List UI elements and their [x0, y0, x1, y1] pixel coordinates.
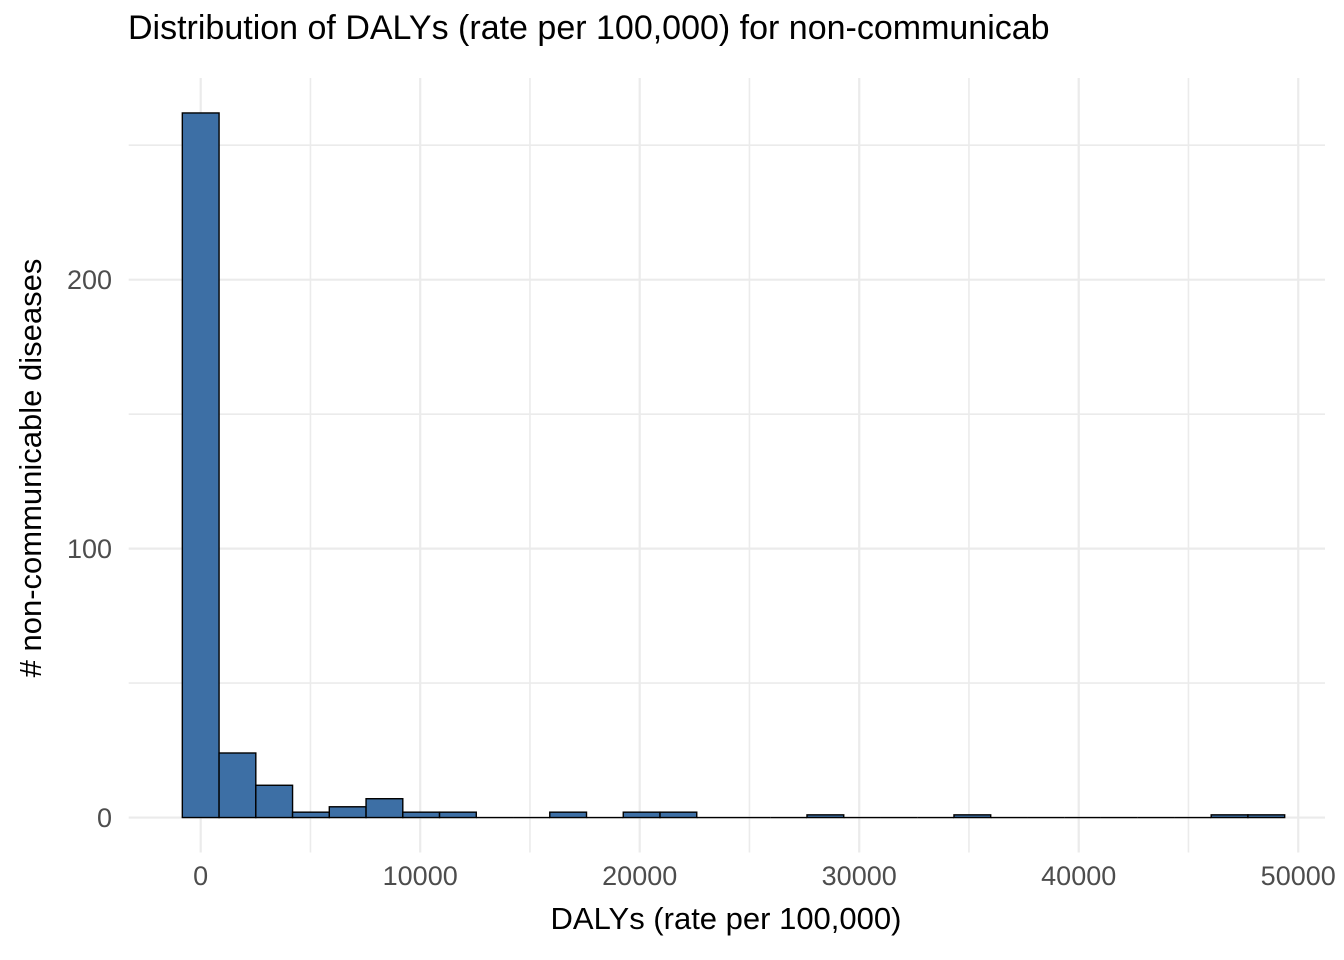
x-tick-label: 20000 — [602, 861, 678, 891]
histogram-bar — [402, 811, 441, 819]
histogram-bar — [365, 798, 404, 819]
histogram-bar — [328, 806, 367, 819]
y-tick-label: 200 — [66, 264, 112, 295]
histogram-bar — [438, 811, 477, 819]
y-tick-label: 100 — [66, 533, 112, 564]
histogram-bar — [218, 752, 257, 819]
x-axis-title: DALYs (rate per 100,000) — [550, 901, 902, 936]
x-tick-label: 0 — [193, 861, 209, 891]
histogram-bar — [806, 814, 845, 819]
histogram-bar — [549, 811, 588, 819]
y-tick-label: 0 — [96, 802, 112, 833]
histogram-bar — [953, 814, 992, 819]
chart-title: Distribution of DALYs (rate per 100,000)… — [128, 9, 1050, 47]
histogram-bar — [622, 811, 661, 819]
histogram-bar — [291, 811, 331, 819]
histogram-bar — [181, 112, 220, 819]
x-tick-label: 40000 — [1041, 861, 1117, 891]
x-tick-label: 10000 — [382, 861, 458, 891]
x-tick-label: 30000 — [821, 861, 897, 891]
x-tick-label: 50000 — [1260, 861, 1336, 891]
histogram-bar — [1247, 814, 1286, 819]
histogram-bar — [1210, 814, 1249, 819]
histogram-bar — [659, 811, 698, 819]
histogram-bar — [255, 784, 294, 819]
